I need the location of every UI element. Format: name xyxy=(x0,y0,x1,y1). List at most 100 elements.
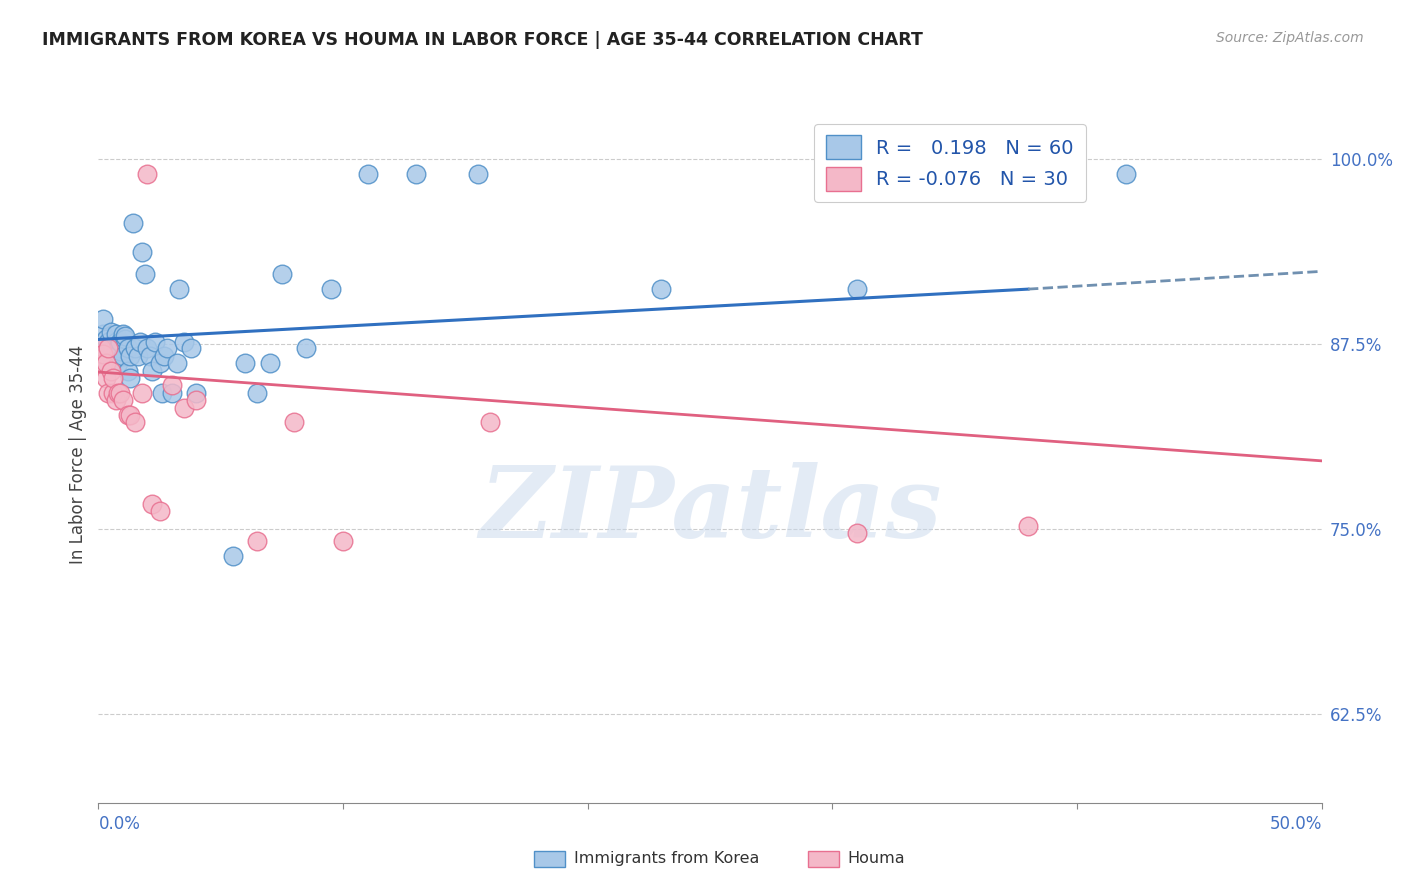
Point xyxy=(246,385,269,400)
Point xyxy=(97,356,120,370)
Point xyxy=(101,342,124,356)
Point xyxy=(101,371,124,385)
Point xyxy=(478,415,501,429)
Point xyxy=(120,349,142,363)
Point xyxy=(124,415,146,429)
Point xyxy=(110,344,132,359)
Point xyxy=(94,333,117,347)
Point xyxy=(845,282,868,296)
FancyBboxPatch shape xyxy=(534,851,565,867)
Point xyxy=(91,311,114,326)
Point xyxy=(270,268,294,282)
Point xyxy=(319,282,342,296)
Legend: R =   0.198   N = 60, R = -0.076   N = 30: R = 0.198 N = 60, R = -0.076 N = 30 xyxy=(814,124,1085,202)
Point xyxy=(104,393,127,408)
Point xyxy=(110,385,132,400)
Point xyxy=(167,282,190,296)
Point xyxy=(100,349,122,363)
Point xyxy=(117,342,139,356)
Point xyxy=(90,337,112,351)
Point xyxy=(650,282,672,296)
Point xyxy=(127,349,149,363)
Point xyxy=(94,371,117,385)
Point xyxy=(107,356,129,370)
Text: Source: ZipAtlas.com: Source: ZipAtlas.com xyxy=(1216,31,1364,45)
Point xyxy=(150,385,173,400)
Point xyxy=(101,385,124,400)
Point xyxy=(120,371,142,385)
Point xyxy=(91,326,114,341)
Point xyxy=(97,335,120,350)
Point xyxy=(139,349,162,363)
Point xyxy=(160,378,183,392)
Point xyxy=(104,326,127,341)
Point xyxy=(845,526,868,541)
Point xyxy=(91,356,114,370)
Point xyxy=(246,533,269,548)
Point xyxy=(153,349,176,363)
Point xyxy=(180,342,202,356)
Point xyxy=(110,335,132,350)
Text: Immigrants from Korea: Immigrants from Korea xyxy=(574,852,759,866)
Point xyxy=(111,326,134,341)
Point xyxy=(1017,519,1039,533)
Point xyxy=(90,342,112,356)
Point xyxy=(467,167,489,181)
Point xyxy=(97,342,120,356)
Point xyxy=(295,342,318,356)
Text: ZIPatlas: ZIPatlas xyxy=(479,462,941,558)
Point xyxy=(222,549,245,563)
Point xyxy=(114,333,136,347)
Point xyxy=(100,325,122,339)
Point xyxy=(160,385,183,400)
Point xyxy=(134,268,156,282)
Point xyxy=(97,385,120,400)
Point xyxy=(117,408,139,422)
Point xyxy=(149,504,172,518)
Text: 0.0%: 0.0% xyxy=(98,814,141,832)
Point xyxy=(136,342,159,356)
Point xyxy=(104,335,127,350)
Point xyxy=(104,344,127,359)
Point xyxy=(173,335,195,350)
Point xyxy=(332,533,354,548)
Point xyxy=(100,363,122,377)
Point xyxy=(186,393,208,408)
FancyBboxPatch shape xyxy=(808,851,839,867)
Point xyxy=(111,349,134,363)
Point xyxy=(91,347,114,361)
Point xyxy=(107,342,129,356)
Text: 50.0%: 50.0% xyxy=(1270,814,1322,832)
Point xyxy=(120,408,142,422)
Point xyxy=(173,401,195,415)
Point xyxy=(143,335,166,350)
Point xyxy=(94,356,117,370)
Point xyxy=(149,356,172,370)
Point xyxy=(136,167,159,181)
Point xyxy=(114,329,136,343)
Point xyxy=(1115,167,1137,181)
Point xyxy=(124,342,146,356)
Point xyxy=(131,385,153,400)
Point xyxy=(100,342,122,356)
Point xyxy=(405,167,427,181)
Point xyxy=(107,385,129,400)
Point xyxy=(101,356,124,370)
Point xyxy=(233,356,256,370)
Point xyxy=(186,385,208,400)
Point xyxy=(129,335,152,350)
Point xyxy=(356,167,378,181)
Point xyxy=(141,497,163,511)
Point xyxy=(141,363,163,377)
Y-axis label: In Labor Force | Age 35-44: In Labor Force | Age 35-44 xyxy=(69,345,87,565)
Point xyxy=(121,215,143,229)
Point xyxy=(283,415,305,429)
Text: Houma: Houma xyxy=(848,852,905,866)
Point xyxy=(156,342,179,356)
Point xyxy=(131,245,153,260)
Text: IMMIGRANTS FROM KOREA VS HOUMA IN LABOR FORCE | AGE 35-44 CORRELATION CHART: IMMIGRANTS FROM KOREA VS HOUMA IN LABOR … xyxy=(42,31,924,49)
Point xyxy=(94,344,117,359)
Point xyxy=(117,363,139,377)
Point xyxy=(259,356,281,370)
Point xyxy=(166,356,188,370)
